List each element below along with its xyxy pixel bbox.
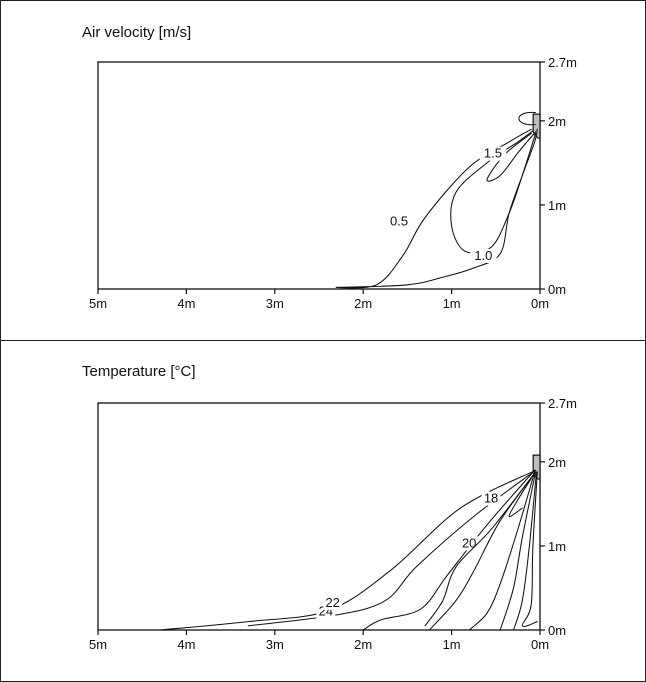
x-tick-label: 3m xyxy=(266,637,284,652)
contour-label: 1.0 xyxy=(474,248,492,263)
contour-line-18 xyxy=(508,478,532,518)
y-tick-label: 1m xyxy=(548,539,566,554)
x-tick-label: 5m xyxy=(89,637,107,652)
frame-left xyxy=(0,341,1,682)
velocity-chart: 5m 4m 3m 2m 1m 0m 2.7m 2m 1m 0m 0.5 1.0 1.5 xyxy=(89,55,577,311)
contour-line-20 xyxy=(362,469,536,631)
contour-line-1-5 xyxy=(486,131,537,182)
y-tick-label: 2m xyxy=(548,455,566,470)
contour-label: 18 xyxy=(484,491,498,506)
x-tick-label: 1m xyxy=(443,296,461,311)
x-tick-label: 4m xyxy=(177,296,195,311)
velocity-panel: Air velocity [m/s] 5m 4m 3m 2m 1m 0m 2.7m 2m 1m 0… xyxy=(0,0,646,341)
x-tick-label: 4m xyxy=(177,637,195,652)
contour-label-bg xyxy=(481,491,501,506)
contour-label: 0.5 xyxy=(390,214,408,229)
contour-label-bg xyxy=(385,214,413,229)
y-tick-label: 2.7m xyxy=(548,396,577,411)
y-tick-label: 2.7m xyxy=(548,55,577,70)
y-tick-label: 0m xyxy=(548,282,566,297)
x-tick-label: 3m xyxy=(266,296,284,311)
chart-title: Air velocity [m/s] xyxy=(82,24,192,41)
contour-label: 22 xyxy=(325,595,339,610)
frame-top xyxy=(0,0,646,1)
contour-line-extra xyxy=(499,471,537,631)
contour-line-extra xyxy=(424,471,537,627)
contour-line-extra xyxy=(512,471,538,631)
x-tick-label: 0m xyxy=(531,637,549,652)
frame-left xyxy=(0,0,1,341)
x-tick-label: 1m xyxy=(443,637,461,652)
contour-label: 1.5 xyxy=(484,146,502,161)
plot-area xyxy=(97,402,541,631)
contour-label-bg xyxy=(470,248,497,263)
plot-area xyxy=(97,61,541,290)
chart-title: Temperature [°C] xyxy=(82,363,196,380)
contour-line-0-5 xyxy=(335,128,538,289)
x-tick-label: 2m xyxy=(354,637,372,652)
x-tick-label: 5m xyxy=(89,296,107,311)
contour-loop xyxy=(518,112,536,126)
contour-line-24 xyxy=(159,469,537,631)
temperature-panel: Temperature [°C] 5m 4m 3m 2m 1m 0m 2.7m 2m 1m 0m 2… xyxy=(0,341,646,682)
frame-divider xyxy=(0,340,646,341)
contour-label-bg xyxy=(323,595,343,610)
contour-label-bg xyxy=(479,146,507,161)
contour-label: 20 xyxy=(462,535,476,550)
y-tick-label: 2m xyxy=(548,114,566,129)
y-tick-label: 0m xyxy=(548,623,566,638)
contour-line-extra xyxy=(521,471,538,627)
x-tick-label: 2m xyxy=(354,296,372,311)
contour-line-extra xyxy=(468,471,536,631)
y-tick-label: 1m xyxy=(548,198,566,213)
x-tick-label: 0m xyxy=(531,296,549,311)
